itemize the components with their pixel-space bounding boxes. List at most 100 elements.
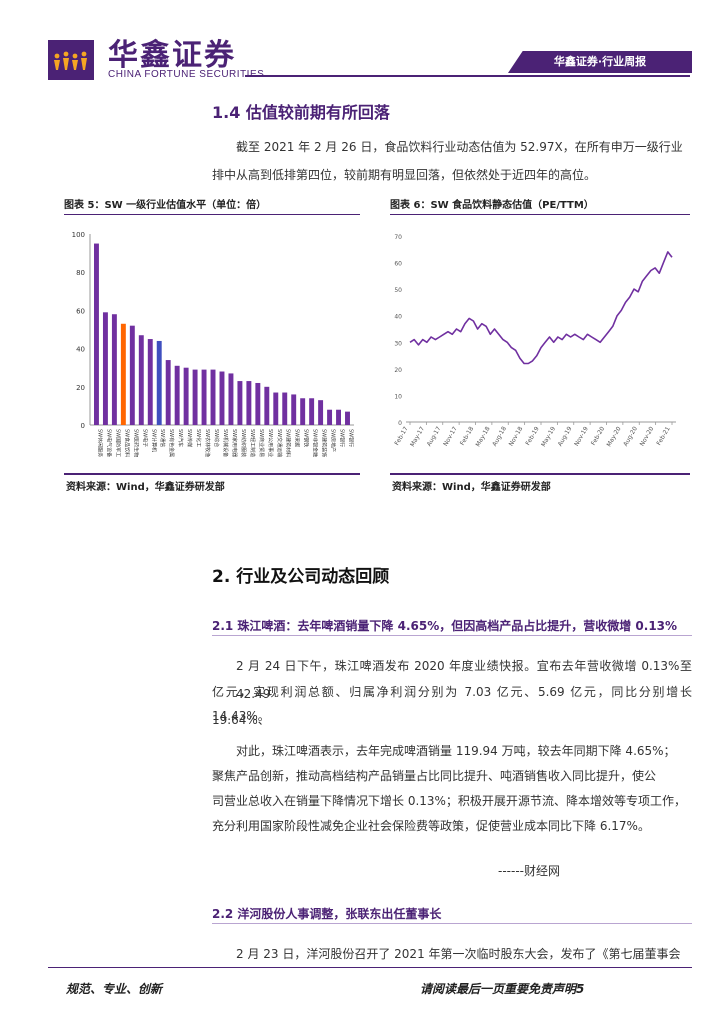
category-label: SW化工	[195, 429, 202, 447]
figure5-title: 图表 5：SW 一级行业估值水平（单位：倍）	[64, 200, 267, 211]
x-tick-label: Feb-17	[393, 425, 409, 446]
x-tick-label: Aug-18	[491, 425, 508, 447]
header-report-tag: 华鑫证券·行业周报	[508, 51, 692, 73]
paragraph-line: 排中从高到低排第四位，较前期有明显回落，但依然处于近四年的高位。	[212, 168, 597, 182]
paragraph-line: 亿元，实现利润总额、归属净利润分别为 7.03 亿元、5.69 亿元，同比分别增…	[212, 685, 692, 727]
x-tick-label: Feb-20	[590, 425, 606, 446]
figure6-title: 图表 6：SW 食品饮料静态估值（PE/TTM）	[390, 200, 594, 211]
news-source: ------财经网	[498, 864, 560, 878]
category-label: SW汽车	[177, 429, 184, 447]
category-label: SW钢铁	[303, 429, 310, 447]
y-tick-label: 60	[76, 307, 85, 315]
category-label: SW家用电器	[231, 429, 238, 457]
y-tick-label: 30	[394, 340, 402, 347]
category-label: SW通信	[159, 429, 166, 447]
category-label: SW电气设备	[105, 429, 112, 457]
bar	[237, 381, 243, 425]
logo-chinese-name: 华鑫证券	[108, 38, 236, 73]
x-tick-label: Aug-17	[426, 425, 443, 447]
figure5-bottom-rule	[64, 473, 360, 475]
paragraph-line: 司营业总收入在销量下降情况下增长 0.13%；积极开展开源节流、降本增效等专项工…	[212, 794, 686, 808]
x-tick-label: Nov-17	[442, 425, 459, 447]
bar	[264, 386, 270, 425]
y-tick-label: 100	[72, 231, 85, 239]
footer-rule	[48, 967, 692, 968]
y-tick-label: 0	[398, 420, 402, 427]
bar	[210, 369, 216, 425]
x-tick-label: Feb-21	[655, 425, 671, 446]
category-label: SW机械设备	[222, 429, 229, 457]
category-label: SW传媒	[186, 429, 193, 447]
bar	[282, 392, 288, 425]
y-tick-label: 40	[394, 314, 402, 321]
x-tick-label: May-20	[605, 425, 622, 448]
bar	[327, 409, 333, 425]
category-label: SW电子	[141, 429, 148, 447]
subsection-heading-2-1: 2.1 珠江啤酒：去年啤酒销量下降 4.65%，但因高档产品占比提升，营收微增 …	[212, 619, 678, 633]
x-tick-label: Nov-20	[639, 425, 656, 447]
bar	[228, 373, 234, 425]
section-heading-2: 2. 行业及公司动态回顾	[212, 567, 390, 587]
y-tick-label: 70	[394, 234, 402, 241]
logo-english-name: CHINA FORTUNE SECURITIES	[108, 69, 265, 80]
bar	[201, 369, 207, 425]
category-label: SW银行	[339, 429, 346, 447]
category-label: SW非银金融	[312, 429, 319, 457]
category-label: SW医药生物	[132, 429, 139, 457]
bar	[120, 323, 126, 425]
bar	[174, 365, 180, 425]
bar	[291, 394, 297, 425]
y-tick-label: 50	[394, 287, 402, 294]
category-label: SW商业贸易	[258, 429, 265, 457]
category-label: SW采掘	[294, 429, 301, 447]
bar	[219, 371, 225, 425]
x-tick-label: Nov-18	[508, 425, 525, 447]
category-label: SW计算机	[150, 429, 157, 452]
category-label: SW农林牧渔	[204, 429, 211, 457]
y-tick-label: 20	[394, 367, 402, 374]
paragraph-line: 聚焦产品创新，推动高档结构产品销量占比同比提升、吨酒销售收入同比提升，使公	[212, 769, 657, 783]
x-tick-label: May-18	[474, 425, 491, 448]
category-label: SW食品饮料	[123, 429, 130, 457]
bar	[255, 382, 261, 425]
category-label: SW交通运输	[276, 429, 283, 457]
figure5-top-rule	[64, 214, 360, 215]
figure6-top-rule	[390, 214, 690, 215]
bar	[102, 312, 108, 425]
x-tick-label: Feb-18	[459, 425, 475, 446]
paragraph-line: 对此，珠江啤酒表示，去年完成啤酒销量 119.94 万吨，较去年同期下降 4.6…	[236, 744, 676, 758]
figure5-source: 资料来源：Wind，华鑫证券研发部	[66, 482, 225, 493]
x-tick-label: Nov-19	[573, 425, 590, 447]
category-label: SW国防军工	[114, 429, 121, 457]
bar	[192, 369, 198, 425]
bar	[309, 398, 315, 425]
logo-figures-icon	[54, 51, 87, 70]
y-tick-label: 10	[394, 393, 402, 400]
paragraph-line: 截至 2021 年 2 月 26 日，食品饮料行业动态估值为 52.97X，在所…	[236, 140, 683, 154]
subsection-rule	[212, 635, 692, 636]
series-line	[409, 251, 673, 365]
x-tick-label: Feb-19	[524, 425, 540, 446]
x-tick-label: Aug-19	[557, 425, 574, 447]
subsection-heading-2-2: 2.2 洋河股份人事调整，张联东出任董事长	[212, 907, 442, 921]
y-tick-label: 60	[394, 261, 402, 268]
bar	[345, 411, 350, 425]
category-label: SW综合	[213, 429, 220, 447]
y-tick-label: 40	[76, 346, 85, 354]
y-tick-label: 80	[76, 269, 85, 277]
figure5-bar-chart: 0 20 40 60 80 100 SW休闲服务 SW电气设备 SW国防军工 SW食品饮料 SW医药…	[72, 231, 355, 457]
bar	[138, 335, 144, 425]
figure6-bottom-rule	[390, 473, 690, 475]
footer-slogan: 规范、专业、创新	[66, 982, 163, 996]
category-label: SW建筑材料	[285, 429, 292, 457]
category-label: SW轻工制造	[249, 429, 256, 457]
bar	[183, 367, 189, 425]
paragraph-line: 14.43%。	[212, 709, 270, 723]
bar	[147, 339, 153, 425]
y-tick-label: 20	[76, 384, 85, 392]
paragraph-line: 2 月 23 日，洋河股份召开了 2021 年第一次临时股东大会，发布了《第七届…	[236, 947, 681, 961]
bar	[111, 314, 117, 425]
y-tick-label: 0	[81, 422, 85, 430]
bar	[156, 340, 162, 425]
